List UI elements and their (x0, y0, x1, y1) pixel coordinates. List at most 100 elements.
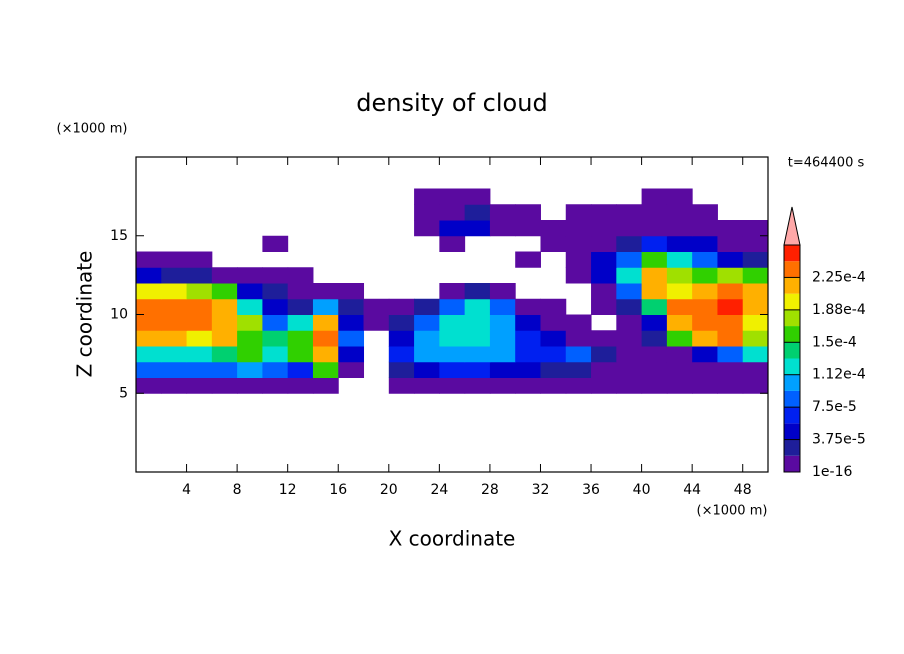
cell (237, 346, 263, 363)
cell (641, 220, 668, 237)
cell (666, 267, 693, 284)
cell (742, 235, 769, 252)
cell (515, 298, 541, 315)
cell (262, 314, 289, 331)
cell (692, 377, 718, 394)
cell (388, 298, 415, 315)
cell (338, 298, 365, 315)
cell (717, 377, 744, 394)
cell (717, 283, 744, 300)
cell (211, 377, 238, 394)
cell (136, 346, 162, 363)
cell (515, 330, 541, 347)
cell (742, 346, 769, 363)
x-tick-label: 16 (329, 482, 347, 498)
cell (641, 283, 668, 300)
cell (692, 204, 718, 221)
field (136, 188, 769, 394)
cell (692, 298, 718, 315)
cell (641, 251, 668, 268)
x-unit: (×1000 m) (697, 504, 768, 519)
cell (616, 251, 643, 268)
cell (717, 298, 744, 315)
cell (692, 330, 718, 347)
cell (666, 283, 693, 300)
cell (616, 346, 643, 363)
cell (641, 204, 668, 221)
cell (414, 361, 440, 378)
cell (591, 361, 617, 378)
x-tick-label: 12 (279, 482, 297, 498)
cell (489, 204, 516, 221)
y-tick-label: 10 (110, 307, 128, 323)
cell (616, 298, 643, 315)
cell (287, 298, 314, 315)
cell (666, 220, 693, 237)
cell (540, 346, 567, 363)
cell (363, 298, 390, 315)
colorbar-band (784, 277, 800, 294)
cell (540, 377, 567, 394)
cell (591, 283, 617, 300)
cell (515, 204, 541, 221)
cell (161, 377, 188, 394)
cell (414, 298, 440, 315)
cell (464, 377, 491, 394)
cell (186, 330, 213, 347)
cell (515, 377, 541, 394)
cell (565, 220, 592, 237)
cell (439, 314, 466, 331)
cell (692, 267, 718, 284)
cell (591, 377, 617, 394)
cell (641, 330, 668, 347)
cell (439, 346, 466, 363)
cell (186, 251, 213, 268)
colorbar-band (784, 309, 800, 327)
cell (186, 377, 213, 394)
cell (489, 330, 516, 347)
cell (692, 251, 718, 268)
cell (742, 330, 769, 347)
cell (439, 204, 466, 221)
cell (515, 346, 541, 363)
cell (565, 346, 592, 363)
cell (287, 361, 314, 378)
cell (489, 220, 516, 237)
cell (591, 220, 617, 237)
cell (565, 314, 592, 331)
cell (439, 377, 466, 394)
cell (489, 377, 516, 394)
x-tick-label: 32 (532, 482, 550, 498)
cell (287, 330, 314, 347)
cell (262, 298, 289, 315)
x-tick-label: 48 (734, 482, 752, 498)
colorbar-band (784, 293, 800, 310)
cell (666, 235, 693, 252)
cell (464, 220, 491, 237)
cell (515, 361, 541, 378)
cell (591, 251, 617, 268)
cell (591, 330, 617, 347)
cell (692, 220, 718, 237)
colorbar-tick-label: 1e-16 (812, 464, 852, 480)
cell (439, 220, 466, 237)
colorbar-band (784, 358, 800, 375)
cell (211, 298, 238, 315)
cell (616, 204, 643, 221)
cell (136, 314, 162, 331)
colorbar-tick-label: 1.12e-4 (812, 367, 866, 383)
cell (161, 346, 188, 363)
cell (161, 251, 188, 268)
cell (464, 346, 491, 363)
cell (439, 361, 466, 378)
cell (641, 267, 668, 284)
colorbar-band (784, 261, 800, 278)
cell (666, 346, 693, 363)
cell (312, 346, 339, 363)
cell (565, 267, 592, 284)
cell (666, 298, 693, 315)
cell (565, 235, 592, 252)
cell (211, 283, 238, 300)
cell (338, 330, 365, 347)
cell (591, 346, 617, 363)
